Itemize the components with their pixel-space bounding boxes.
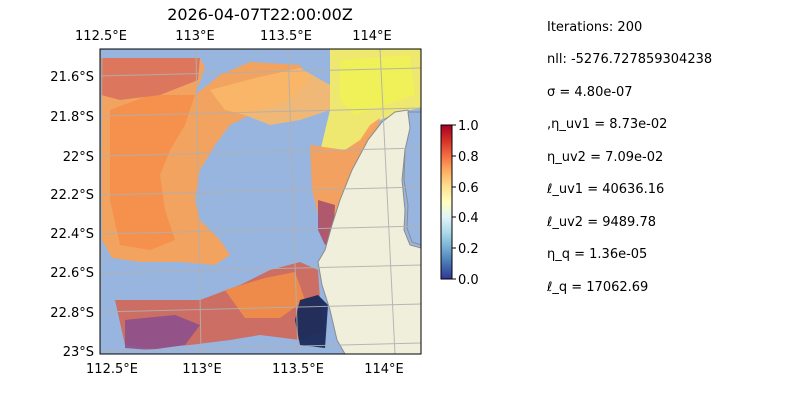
top-lon-label: 114°E (352, 29, 392, 44)
stat-nll: nll: -5276.727859304238 (547, 52, 713, 67)
heat-region-south-core (225, 272, 305, 318)
stat-eta-q: η_q = 1.36e-05 (547, 247, 648, 262)
heat-region-dark (295, 295, 328, 348)
heat-region-west-top (101, 58, 200, 100)
top-lon-label: 112.5°E (75, 29, 127, 44)
colorbar-tick-label: 0.8 (458, 150, 479, 165)
top-axis-labels: 112.5°E 113°E 113.5°E 114°E (75, 29, 392, 44)
colorbar: 0.0 0.2 0.4 0.6 0.8 1.0 (440, 119, 479, 288)
lat-label: 21.6°S (50, 70, 94, 85)
lat-label: 22.8°S (50, 306, 94, 321)
gridlines (100, 49, 421, 354)
bottom-lon-label: 113°E (182, 362, 222, 377)
heat-region-south-purple (125, 315, 200, 350)
stat-iterations: Iterations: 200 (547, 20, 643, 35)
heat-region-west-inner (110, 95, 195, 250)
stat-sigma: σ = 4.80e-07 (547, 85, 633, 100)
bottom-lon-label: 112.5°E (86, 362, 138, 377)
colorbar-tick-label: 0.6 (458, 181, 479, 196)
colorbar-gradient (440, 124, 453, 280)
land-mass (317, 49, 421, 354)
top-lon-label: 113.5°E (260, 29, 312, 44)
bottom-lon-label: 114°E (364, 362, 404, 377)
map-title: 2026-04-07T22:00:00Z (167, 5, 353, 24)
stat-eta-uv2: η_uv2 = 7.09e-02 (547, 150, 664, 165)
colorbar-tick-label: 1.0 (458, 119, 479, 134)
lat-label: 23°S (63, 345, 94, 360)
lat-label: 22.6°S (50, 266, 94, 281)
stat-ell-uv1: ℓ_uv1 = 40636.16 (547, 182, 665, 197)
left-axis-labels: 21.6°S 21.8°S 22°S 22.2°S 22.4°S 22.6°S … (50, 70, 94, 360)
colorbar-tick-label: 0.2 (458, 242, 479, 257)
lat-label: 22.2°S (50, 188, 94, 203)
top-lon-label: 113°E (175, 29, 215, 44)
lat-label: 21.8°S (50, 110, 94, 125)
bottom-axis-labels: 112.5°E 113°E 113.5°E 114°E (86, 362, 404, 377)
stat-ell-uv2: ℓ_uv2 = 9489.78 (547, 215, 656, 230)
stat-eta-uv1: ,η_uv1 = 8.73e-02 (547, 117, 668, 132)
lat-label: 22.4°S (50, 227, 94, 242)
lat-label: 22°S (63, 150, 94, 165)
bottom-lon-label: 113.5°E (272, 362, 324, 377)
inner-bay (403, 111, 421, 246)
colorbar-tick-label: 0.0 (458, 273, 479, 288)
map-panel (100, 49, 421, 354)
map-frame (99, 48, 422, 355)
stat-ell-q: ℓ_q = 17062.69 (547, 280, 649, 295)
colorbar-ticks (452, 124, 456, 280)
colorbar-tick-label: 0.4 (458, 211, 479, 226)
